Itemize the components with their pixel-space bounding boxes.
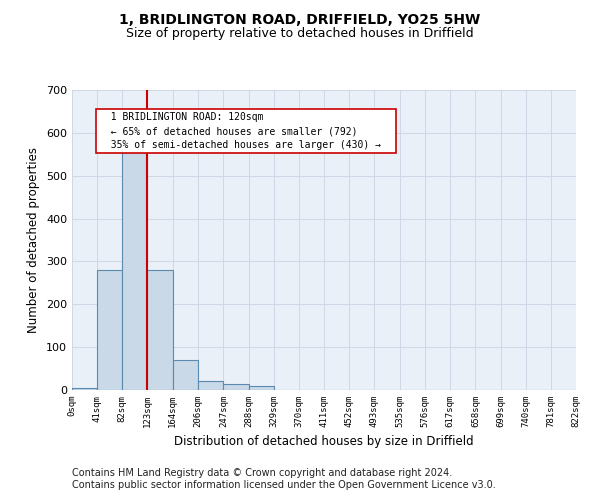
X-axis label: Distribution of detached houses by size in Driffield: Distribution of detached houses by size … [174, 436, 474, 448]
Text: 1, BRIDLINGTON ROAD, DRIFFIELD, YO25 5HW: 1, BRIDLINGTON ROAD, DRIFFIELD, YO25 5HW [119, 12, 481, 26]
Bar [122, 146, 148, 390]
Bar [199, 382, 223, 390]
Text: Contains public sector information licensed under the Open Government Licence v3: Contains public sector information licen… [72, 480, 496, 490]
Text: 1 BRIDLINGTON ROAD: 120sqm  
  ← 65% of detached houses are smaller (792)  
  35: 1 BRIDLINGTON ROAD: 120sqm ← 65% of deta… [99, 112, 393, 150]
Bar [173, 360, 197, 390]
Bar [72, 388, 97, 390]
Bar [148, 270, 173, 390]
Bar [248, 386, 274, 390]
Text: Contains HM Land Registry data © Crown copyright and database right 2024.: Contains HM Land Registry data © Crown c… [72, 468, 452, 477]
Text: Size of property relative to detached houses in Driffield: Size of property relative to detached ho… [126, 28, 474, 40]
Bar [223, 384, 248, 390]
Y-axis label: Number of detached properties: Number of detached properties [28, 147, 40, 333]
Bar [97, 270, 122, 390]
